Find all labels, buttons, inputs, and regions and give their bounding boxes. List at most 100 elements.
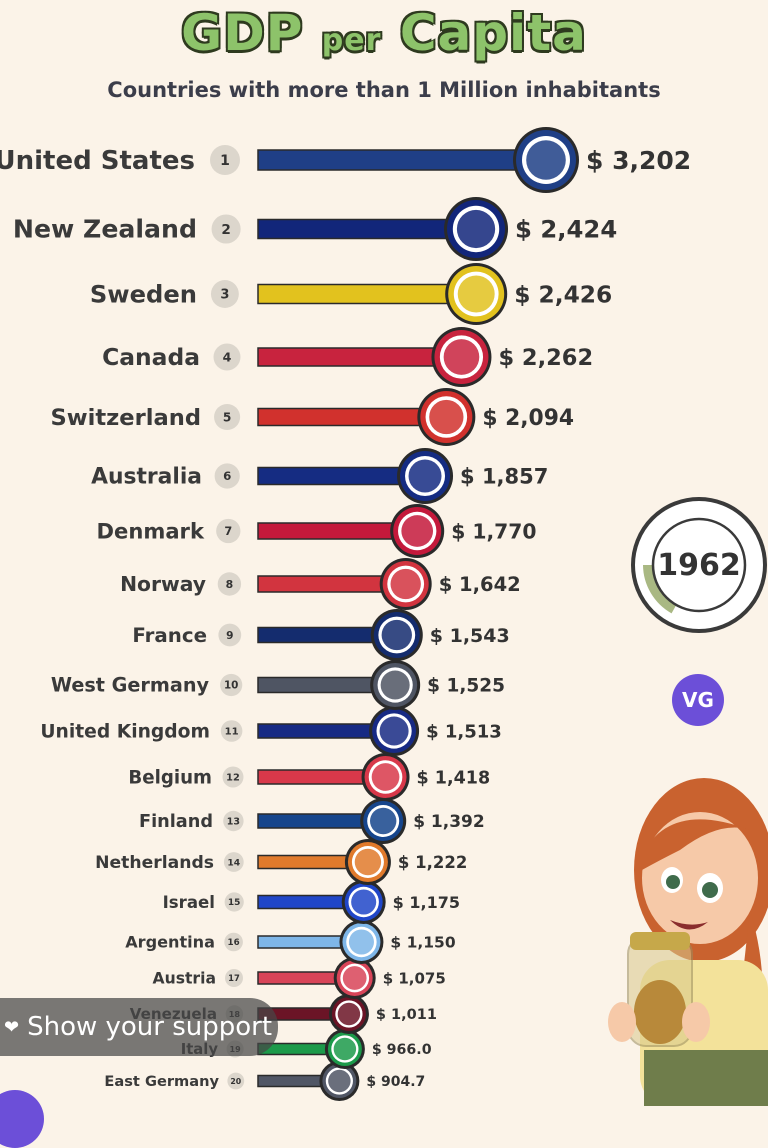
bar-row: Norway 8 $ 1,642 xyxy=(120,558,521,610)
il-flag-icon xyxy=(341,880,386,924)
year-label: 1962 xyxy=(657,547,741,583)
country-label: Netherlands xyxy=(95,853,214,873)
rank-number: 11 xyxy=(225,727,239,738)
rank-badge xyxy=(213,343,241,371)
fr-flag-icon xyxy=(370,609,423,661)
country-label: New Zealand xyxy=(13,215,197,244)
bar-row: Sweden 3 $ 2,426 xyxy=(90,263,612,325)
au-flag-icon xyxy=(397,448,454,504)
value-label: $ 1,175 xyxy=(393,893,460,912)
value-label: $ 1,011 xyxy=(376,1007,437,1023)
value-label: $ 1,075 xyxy=(383,969,446,987)
rank-number: 3 xyxy=(220,288,229,303)
country-label: Switzerland xyxy=(50,405,201,431)
rank-badge xyxy=(210,280,239,308)
show-your-support-button[interactable]: ❤ Show your support xyxy=(0,998,278,1056)
title-word-per: per xyxy=(321,23,382,58)
value-label: $ 904.7 xyxy=(366,1074,425,1090)
rank-badge xyxy=(218,623,242,647)
country-label: Canada xyxy=(102,343,200,371)
bar-row: France 9 $ 1,543 xyxy=(132,609,510,661)
ch-flag-icon xyxy=(417,388,476,446)
title-word-capita: Capita xyxy=(399,4,587,62)
value-label: $ 2,426 xyxy=(514,281,612,308)
bar-row: Finland 13 $ 1,392 xyxy=(139,798,485,844)
value-label: $ 1,525 xyxy=(427,676,505,697)
rank-number: 4 xyxy=(223,350,232,365)
country-label: West Germany xyxy=(51,674,210,697)
rank-badge xyxy=(210,145,240,175)
nl-flag-icon xyxy=(344,839,391,885)
rank-number: 5 xyxy=(223,410,231,424)
rank-badge xyxy=(224,892,244,912)
no-flag-icon xyxy=(379,558,432,610)
us-flag-icon xyxy=(513,127,579,193)
chart-title: GDP per Capita xyxy=(0,4,768,62)
rank-badge xyxy=(214,463,240,489)
dk-flag-icon xyxy=(390,504,445,558)
country-label: United Kingdom xyxy=(40,721,210,742)
bar-row: Switzerland 5 $ 2,094 xyxy=(50,388,574,446)
bar-row: Austria 17 $ 1,075 xyxy=(153,957,446,999)
country-label: United States xyxy=(0,146,195,176)
country-label: Israel xyxy=(163,893,215,912)
rank-number: 12 xyxy=(226,773,240,784)
rank-badge xyxy=(214,403,241,431)
country-label: Finland xyxy=(139,812,213,832)
at-flag-icon xyxy=(333,957,376,999)
support-label: Show your support xyxy=(27,1012,273,1042)
bar-row: Canada 4 $ 2,262 xyxy=(102,327,593,387)
rank-number: 10 xyxy=(224,680,238,692)
country-label: Sweden xyxy=(90,280,197,308)
value-label: $ 1,857 xyxy=(460,465,548,489)
vg-logo-badge[interactable]: VG xyxy=(672,674,724,726)
bar-row: West Germany 10 $ 1,525 xyxy=(51,660,505,710)
value-label: $ 1,222 xyxy=(398,853,467,872)
bar-row: Denmark 7 $ 1,770 xyxy=(97,504,537,558)
rank-number: 13 xyxy=(227,816,240,827)
value-label: $ 1,418 xyxy=(417,768,491,788)
chart-subtitle: Countries with more than 1 Million inhab… xyxy=(107,78,661,102)
value-label: $ 2,094 xyxy=(482,406,574,431)
rank-badge xyxy=(217,572,242,596)
year-progress-ring xyxy=(631,497,767,633)
rank-number: 20 xyxy=(230,1077,241,1086)
it-flag-icon xyxy=(324,1029,365,1069)
country-label: France xyxy=(132,624,207,647)
rank-number: 9 xyxy=(226,630,233,642)
rank-badge xyxy=(211,214,241,244)
rank-number: 15 xyxy=(228,898,241,908)
bar-row: Netherlands 14 $ 1,222 xyxy=(95,839,467,885)
rank-number: 2 xyxy=(221,222,230,238)
dd-flag-icon xyxy=(319,1061,360,1101)
country-label: Australia xyxy=(91,465,202,490)
rank-badge xyxy=(220,673,243,697)
rank-badge xyxy=(216,518,241,544)
rank-badge xyxy=(223,852,244,872)
be-flag-icon xyxy=(361,753,410,801)
bar xyxy=(257,218,477,240)
ca-flag-icon xyxy=(431,327,492,387)
value-label: $ 2,424 xyxy=(515,215,617,244)
bar-row: Belgium 12 $ 1,418 xyxy=(128,753,490,801)
value-label: $ 2,262 xyxy=(498,345,593,371)
title-word-gdp: GDP xyxy=(181,4,304,62)
nz-flag-icon xyxy=(444,197,509,261)
rank-number: 1 xyxy=(220,153,230,169)
se-flag-icon xyxy=(445,263,508,325)
fi-flag-icon xyxy=(360,798,407,844)
bar xyxy=(257,149,547,171)
rank-badge xyxy=(220,720,243,742)
value-label: $ 966.0 xyxy=(372,1042,432,1058)
rank-badge xyxy=(224,932,243,952)
value-label: $ 1,392 xyxy=(413,812,485,832)
country-label: Austria xyxy=(153,969,216,987)
country-label: East Germany xyxy=(104,1073,219,1090)
bar-row: East Germany 20 $ 904.7 xyxy=(104,1061,425,1101)
rank-number: 14 xyxy=(227,857,240,868)
country-label: Norway xyxy=(120,572,206,596)
bar-row: Israel 15 $ 1,175 xyxy=(163,880,460,924)
rank-number: 8 xyxy=(226,578,234,591)
value-label: $ 1,543 xyxy=(430,625,510,647)
de-flag-icon xyxy=(370,660,421,710)
